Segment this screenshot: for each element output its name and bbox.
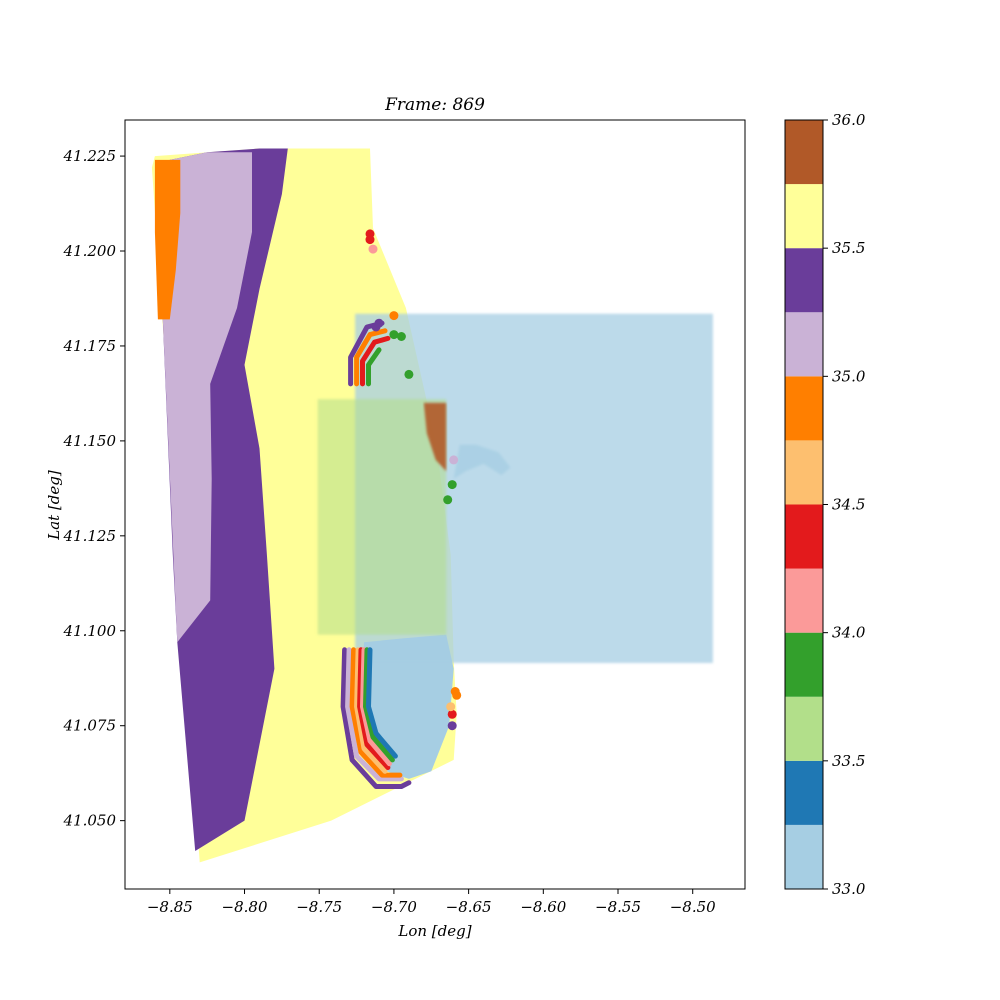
colorbar-bin <box>785 312 823 377</box>
salinity-front-5 <box>360 647 392 767</box>
y-tick-label: 41.050 <box>63 812 117 830</box>
colorbar-bin <box>785 696 823 761</box>
salinity-front-9 <box>354 328 388 387</box>
colorbar-tick-label: 35.0 <box>832 367 866 385</box>
salinity-front-11 <box>366 347 382 387</box>
salinity-front-10 <box>360 335 391 387</box>
brown-patch-region <box>423 402 447 472</box>
colorbar-bin <box>785 184 823 249</box>
colorbar-ticks: 33.0 33.5 34.0 34.5 35.0 35.5 36.0 <box>823 111 866 898</box>
y-axis-label: Lat [deg] <box>45 470 63 541</box>
river-channel-region <box>453 444 511 479</box>
y-axis: 41.050 41.075 41.100 41.125 41.150 41.175 41.2… <box>63 147 125 830</box>
data-point-6 <box>389 330 399 340</box>
y-tick-label: 41.075 <box>63 717 117 735</box>
data-point-3 <box>389 311 399 321</box>
y-tick-label: 41.100 <box>63 622 117 640</box>
colorbar-bin <box>785 504 823 569</box>
colorbar-tick-label: 34.0 <box>832 624 866 642</box>
salinity-front-7 <box>366 647 398 759</box>
colorbar-tick-label: 33.0 <box>832 880 866 898</box>
data-point-7 <box>396 332 406 341</box>
data-point-8 <box>404 369 414 379</box>
colorbar-bin <box>785 824 823 889</box>
x-tick-label: −8.55 <box>595 898 641 916</box>
data-point-11 <box>449 455 459 465</box>
data-layer <box>151 148 713 863</box>
salinity-front-6 <box>363 647 395 763</box>
x-axis-label: Lon [deg] <box>397 922 471 940</box>
salinity-front-1 <box>345 647 404 782</box>
x-tick-label: −8.70 <box>371 898 417 916</box>
chart-title: Frame: 869 <box>384 95 485 115</box>
salinity-front-3 <box>354 647 388 774</box>
data-point-16 <box>446 702 456 712</box>
data-point-15 <box>447 721 457 731</box>
colorbar-tick-label: 33.5 <box>832 752 865 770</box>
colorbar-tick-label: 35.5 <box>832 239 865 257</box>
colorbar-bin <box>785 440 823 505</box>
colorbar-bin <box>785 120 823 185</box>
data-point-1 <box>365 235 375 245</box>
data-point-14 <box>447 709 457 719</box>
nearshore-box-region <box>317 399 447 635</box>
data-point-13 <box>452 690 462 700</box>
plot-area: −8.85 −8.80 −8.75 −8.70 −8.65 −8.60 −8.55 −8.50… <box>63 119 746 916</box>
colorbar-bin <box>785 568 823 633</box>
colorbar-tick-label: 36.0 <box>832 111 866 129</box>
x-tick-label: −8.75 <box>296 898 342 916</box>
data-point-2 <box>368 244 378 254</box>
data-point-9 <box>447 480 457 490</box>
colorbar-bin <box>785 248 823 313</box>
y-tick-label: 41.225 <box>63 147 117 165</box>
y-tick-label: 41.200 <box>63 242 117 260</box>
colorbar-bin <box>785 760 823 825</box>
lilac-band-region <box>157 152 252 643</box>
x-tick-label: −8.80 <box>222 898 268 916</box>
y-tick-label: 41.125 <box>63 527 117 545</box>
colorbar-bins <box>785 120 823 889</box>
colorbar: 33.0 33.5 34.0 34.5 35.0 35.5 36.0 <box>784 111 866 898</box>
colorbar-bin <box>785 376 823 441</box>
x-tick-label: −8.60 <box>520 898 566 916</box>
salinity-front-4 <box>357 647 391 770</box>
x-axis: −8.85 −8.80 −8.75 −8.70 −8.65 −8.60 −8.55 −8.50 <box>147 889 716 916</box>
y-tick-label: 41.175 <box>63 337 117 355</box>
colorbar-bin <box>785 632 823 697</box>
data-point-5 <box>374 318 384 328</box>
salinity-front-0 <box>340 647 412 789</box>
x-tick-label: −8.65 <box>446 898 492 916</box>
plot-frame <box>124 119 746 890</box>
orange-band-region <box>154 159 181 320</box>
salinity-front-2 <box>349 647 403 778</box>
colorbar-tick-label: 34.5 <box>832 496 865 514</box>
data-point-10 <box>443 495 453 505</box>
x-tick-label: −8.50 <box>670 898 716 916</box>
x-tick-label: −8.85 <box>147 898 193 916</box>
y-tick-label: 41.150 <box>63 432 117 450</box>
